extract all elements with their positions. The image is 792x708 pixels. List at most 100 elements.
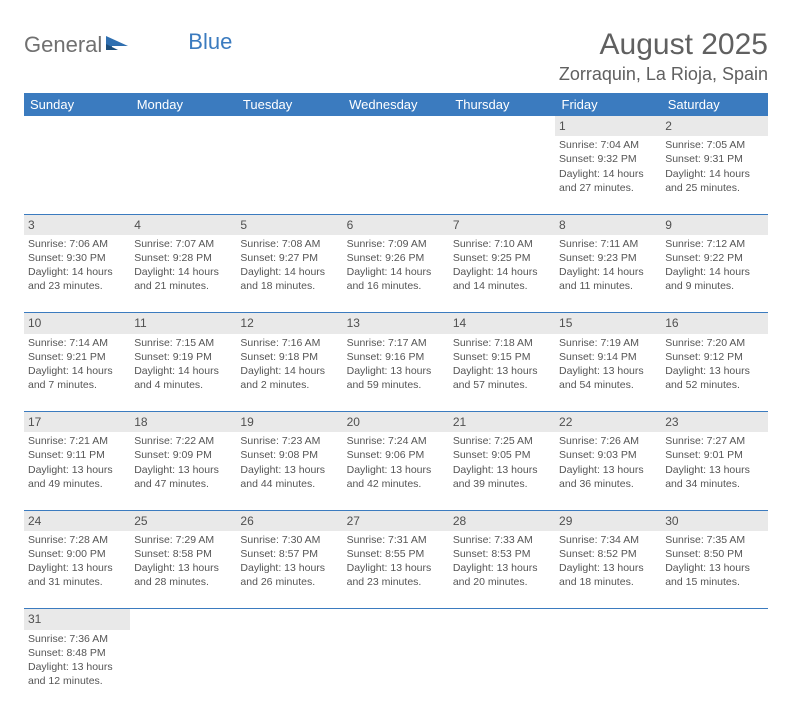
- sunrise-text: Sunrise: 7:35 AM: [665, 533, 763, 547]
- daylight-text-2: and 59 minutes.: [347, 378, 445, 392]
- day-number-cell: [236, 609, 342, 630]
- sunrise-text: Sunrise: 7:04 AM: [559, 138, 657, 152]
- sunset-text: Sunset: 9:11 PM: [28, 448, 126, 462]
- daylight-text-1: Daylight: 13 hours: [453, 561, 551, 575]
- daylight-text-2: and 34 minutes.: [665, 477, 763, 491]
- day-cell: Sunrise: 7:06 AMSunset: 9:30 PMDaylight:…: [24, 235, 130, 313]
- day-cell: Sunrise: 7:17 AMSunset: 9:16 PMDaylight:…: [343, 334, 449, 412]
- day-cell: [24, 136, 130, 214]
- day-cell: Sunrise: 7:34 AMSunset: 8:52 PMDaylight:…: [555, 531, 661, 609]
- location: Zorraquin, La Rioja, Spain: [559, 64, 768, 85]
- day-cell: Sunrise: 7:21 AMSunset: 9:11 PMDaylight:…: [24, 432, 130, 510]
- day-cell: Sunrise: 7:28 AMSunset: 9:00 PMDaylight:…: [24, 531, 130, 609]
- logo-word-2: Blue: [188, 29, 232, 55]
- daylight-text-2: and 28 minutes.: [134, 575, 232, 589]
- daylight-text-1: Daylight: 13 hours: [453, 364, 551, 378]
- weekday-header: Wednesday: [343, 93, 449, 116]
- daylight-text-2: and 39 minutes.: [453, 477, 551, 491]
- sunrise-text: Sunrise: 7:17 AM: [347, 336, 445, 350]
- daylight-text-1: Daylight: 13 hours: [665, 364, 763, 378]
- sunset-text: Sunset: 9:09 PM: [134, 448, 232, 462]
- daylight-text-1: Daylight: 14 hours: [665, 167, 763, 181]
- day-number-cell: 1: [555, 116, 661, 136]
- sunset-text: Sunset: 9:08 PM: [240, 448, 338, 462]
- day-cell: [236, 630, 342, 708]
- sunset-text: Sunset: 8:50 PM: [665, 547, 763, 561]
- daylight-text-2: and 2 minutes.: [240, 378, 338, 392]
- sunset-text: Sunset: 8:58 PM: [134, 547, 232, 561]
- day-cell: Sunrise: 7:24 AMSunset: 9:06 PMDaylight:…: [343, 432, 449, 510]
- sunrise-text: Sunrise: 7:36 AM: [28, 632, 126, 646]
- daylight-text-2: and 47 minutes.: [134, 477, 232, 491]
- day-cell: Sunrise: 7:08 AMSunset: 9:27 PMDaylight:…: [236, 235, 342, 313]
- daylight-text-1: Daylight: 13 hours: [347, 463, 445, 477]
- sunrise-text: Sunrise: 7:05 AM: [665, 138, 763, 152]
- daylight-text-2: and 12 minutes.: [28, 674, 126, 688]
- day-number-cell: 13: [343, 313, 449, 334]
- daylight-text-2: and 4 minutes.: [134, 378, 232, 392]
- day-number-cell: 15: [555, 313, 661, 334]
- day-cell: Sunrise: 7:18 AMSunset: 9:15 PMDaylight:…: [449, 334, 555, 412]
- calendar-table: SundayMondayTuesdayWednesdayThursdayFrid…: [24, 93, 768, 708]
- day-number-cell: 30: [661, 510, 767, 531]
- day-number-cell: 19: [236, 412, 342, 433]
- sunrise-text: Sunrise: 7:19 AM: [559, 336, 657, 350]
- day-number-cell: 12: [236, 313, 342, 334]
- daylight-text-1: Daylight: 13 hours: [559, 561, 657, 575]
- sunrise-text: Sunrise: 7:25 AM: [453, 434, 551, 448]
- daylight-text-2: and 42 minutes.: [347, 477, 445, 491]
- day-number-cell: 5: [236, 214, 342, 235]
- day-number-cell: 6: [343, 214, 449, 235]
- sunset-text: Sunset: 9:00 PM: [28, 547, 126, 561]
- day-cell: Sunrise: 7:07 AMSunset: 9:28 PMDaylight:…: [130, 235, 236, 313]
- day-cell: Sunrise: 7:09 AMSunset: 9:26 PMDaylight:…: [343, 235, 449, 313]
- sunrise-text: Sunrise: 7:24 AM: [347, 434, 445, 448]
- day-cell: Sunrise: 7:25 AMSunset: 9:05 PMDaylight:…: [449, 432, 555, 510]
- day-number-cell: [661, 609, 767, 630]
- weekday-header: Friday: [555, 93, 661, 116]
- day-cell: [130, 136, 236, 214]
- daylight-text-2: and 23 minutes.: [347, 575, 445, 589]
- day-number-cell: 21: [449, 412, 555, 433]
- daylight-text-1: Daylight: 13 hours: [28, 463, 126, 477]
- logo-word-1: General: [24, 32, 102, 58]
- daylight-text-2: and 52 minutes.: [665, 378, 763, 392]
- sunrise-text: Sunrise: 7:28 AM: [28, 533, 126, 547]
- day-cell: [343, 136, 449, 214]
- day-number-cell: 23: [661, 412, 767, 433]
- day-number-cell: 24: [24, 510, 130, 531]
- sunset-text: Sunset: 9:15 PM: [453, 350, 551, 364]
- sunset-text: Sunset: 8:57 PM: [240, 547, 338, 561]
- sunrise-text: Sunrise: 7:20 AM: [665, 336, 763, 350]
- sunset-text: Sunset: 9:14 PM: [559, 350, 657, 364]
- daylight-text-1: Daylight: 14 hours: [134, 364, 232, 378]
- daylight-text-2: and 54 minutes.: [559, 378, 657, 392]
- daylight-text-2: and 11 minutes.: [559, 279, 657, 293]
- weekday-header: Sunday: [24, 93, 130, 116]
- week-row: Sunrise: 7:28 AMSunset: 9:00 PMDaylight:…: [24, 531, 768, 609]
- daylight-text-2: and 36 minutes.: [559, 477, 657, 491]
- daylight-text-2: and 26 minutes.: [240, 575, 338, 589]
- sunrise-text: Sunrise: 7:12 AM: [665, 237, 763, 251]
- sunrise-text: Sunrise: 7:09 AM: [347, 237, 445, 251]
- sunset-text: Sunset: 9:19 PM: [134, 350, 232, 364]
- sunset-text: Sunset: 9:03 PM: [559, 448, 657, 462]
- day-number-cell: 9: [661, 214, 767, 235]
- day-number-cell: [343, 609, 449, 630]
- page-header: General Blue August 2025 Zorraquin, La R…: [24, 28, 768, 85]
- weekday-header: Thursday: [449, 93, 555, 116]
- sunset-text: Sunset: 9:31 PM: [665, 152, 763, 166]
- sunset-text: Sunset: 9:26 PM: [347, 251, 445, 265]
- daylight-text-2: and 21 minutes.: [134, 279, 232, 293]
- day-cell: [555, 630, 661, 708]
- weekday-header: Saturday: [661, 93, 767, 116]
- daylight-text-1: Daylight: 13 hours: [665, 561, 763, 575]
- daylight-text-1: Daylight: 14 hours: [240, 364, 338, 378]
- day-number-cell: [130, 116, 236, 136]
- daylight-text-2: and 7 minutes.: [28, 378, 126, 392]
- daylight-text-1: Daylight: 14 hours: [453, 265, 551, 279]
- daylight-text-1: Daylight: 14 hours: [665, 265, 763, 279]
- daylight-text-1: Daylight: 13 hours: [28, 561, 126, 575]
- day-number-cell: [449, 116, 555, 136]
- week-row: Sunrise: 7:14 AMSunset: 9:21 PMDaylight:…: [24, 334, 768, 412]
